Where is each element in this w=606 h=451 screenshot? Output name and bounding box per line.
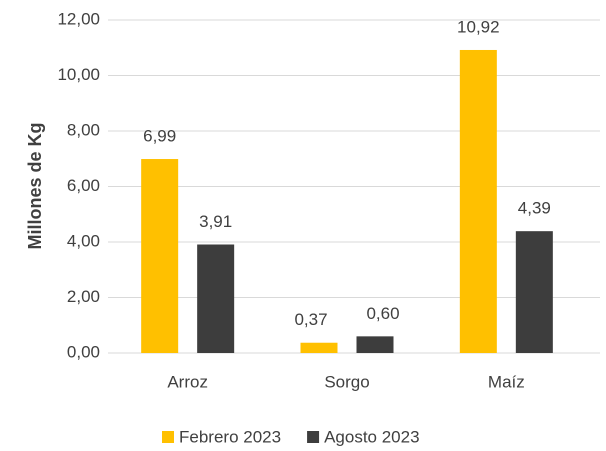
bar [197,244,235,353]
y-tick-label: 8,00 [67,120,100,139]
y-tick-label: 4,00 [67,231,100,250]
y-tick-label: 12,00 [57,9,100,28]
legend-label: Febrero 2023 [179,427,281,446]
value-label: 3,91 [199,212,232,231]
value-label: 4,39 [518,199,551,218]
legend-label: Agosto 2023 [324,427,419,446]
y-tick-label: 2,00 [67,287,100,306]
y-tick-label: 0,00 [67,342,100,361]
y-axis-title: Millones de Kg [25,122,45,249]
bar [356,336,394,353]
value-label: 0,60 [366,304,399,323]
legend-swatch [307,431,320,443]
value-label: 6,99 [143,127,176,146]
x-tick-label: Sorgo [324,372,369,391]
y-tick-label: 10,00 [57,65,100,84]
x-tick-label: Arroz [167,372,208,391]
bar [459,49,497,353]
value-label: 10,92 [457,17,500,36]
bar [300,342,338,353]
bar [141,159,179,353]
legend-swatch [162,431,174,443]
y-tick-label: 6,00 [67,176,100,195]
x-tick-label: Maíz [488,372,525,391]
bar [515,231,553,353]
value-label: 0,37 [294,310,327,329]
